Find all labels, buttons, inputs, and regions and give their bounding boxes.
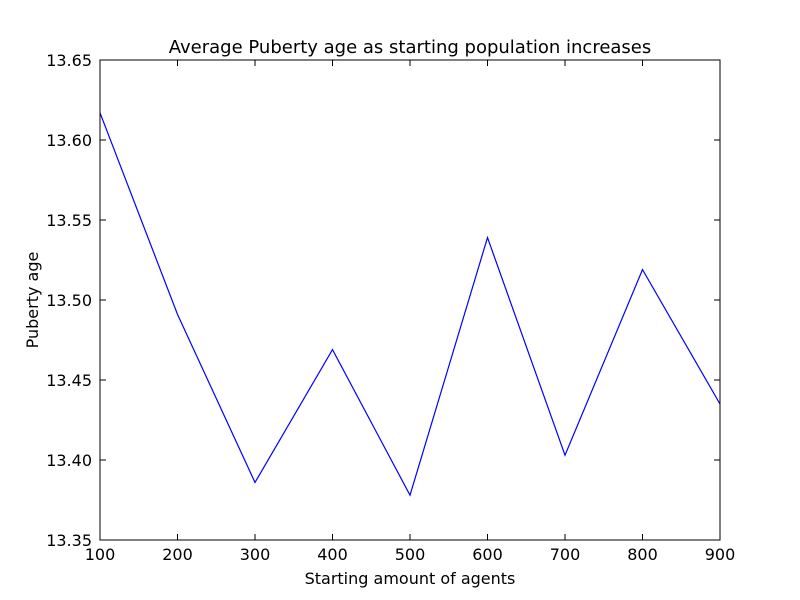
- y-axis-label: Puberty age: [23, 252, 42, 349]
- x-tick-label: 400: [317, 545, 348, 564]
- series-line-0: [99, 112, 721, 497]
- x-tick-label: 100: [85, 545, 116, 564]
- plot-area: [99, 112, 721, 497]
- y-axis-ticks: 13.35 13.40 13.45 13.50 13.55 13.60 13.65: [46, 51, 720, 550]
- x-tick-label: 600: [472, 545, 503, 564]
- axes: [99, 59, 721, 541]
- y-tick-label: 13.45: [46, 371, 92, 390]
- x-tick-label: 700: [550, 545, 581, 564]
- chart-title: Average Puberty age as starting populati…: [169, 37, 652, 58]
- x-tick-label: 800: [627, 545, 658, 564]
- y-tick-label: 13.35: [46, 531, 92, 550]
- y-tick-label: 13.40: [46, 451, 92, 470]
- x-tick-label: 300: [240, 545, 271, 564]
- y-tick-label: 13.50: [46, 291, 92, 310]
- y-tick-label: 13.60: [46, 131, 92, 150]
- y-tick-label: 13.55: [46, 211, 92, 230]
- x-tick-label: 500: [395, 545, 426, 564]
- axes-frame: [99, 59, 721, 541]
- x-tick-label: 900: [705, 545, 736, 564]
- x-axis-ticks: 100 200 300 400 500 600 700 800 900: [85, 60, 736, 564]
- y-tick-label: 13.65: [46, 51, 92, 70]
- x-axis-label: Starting amount of agents: [305, 569, 516, 588]
- x-tick-label: 200: [162, 545, 193, 564]
